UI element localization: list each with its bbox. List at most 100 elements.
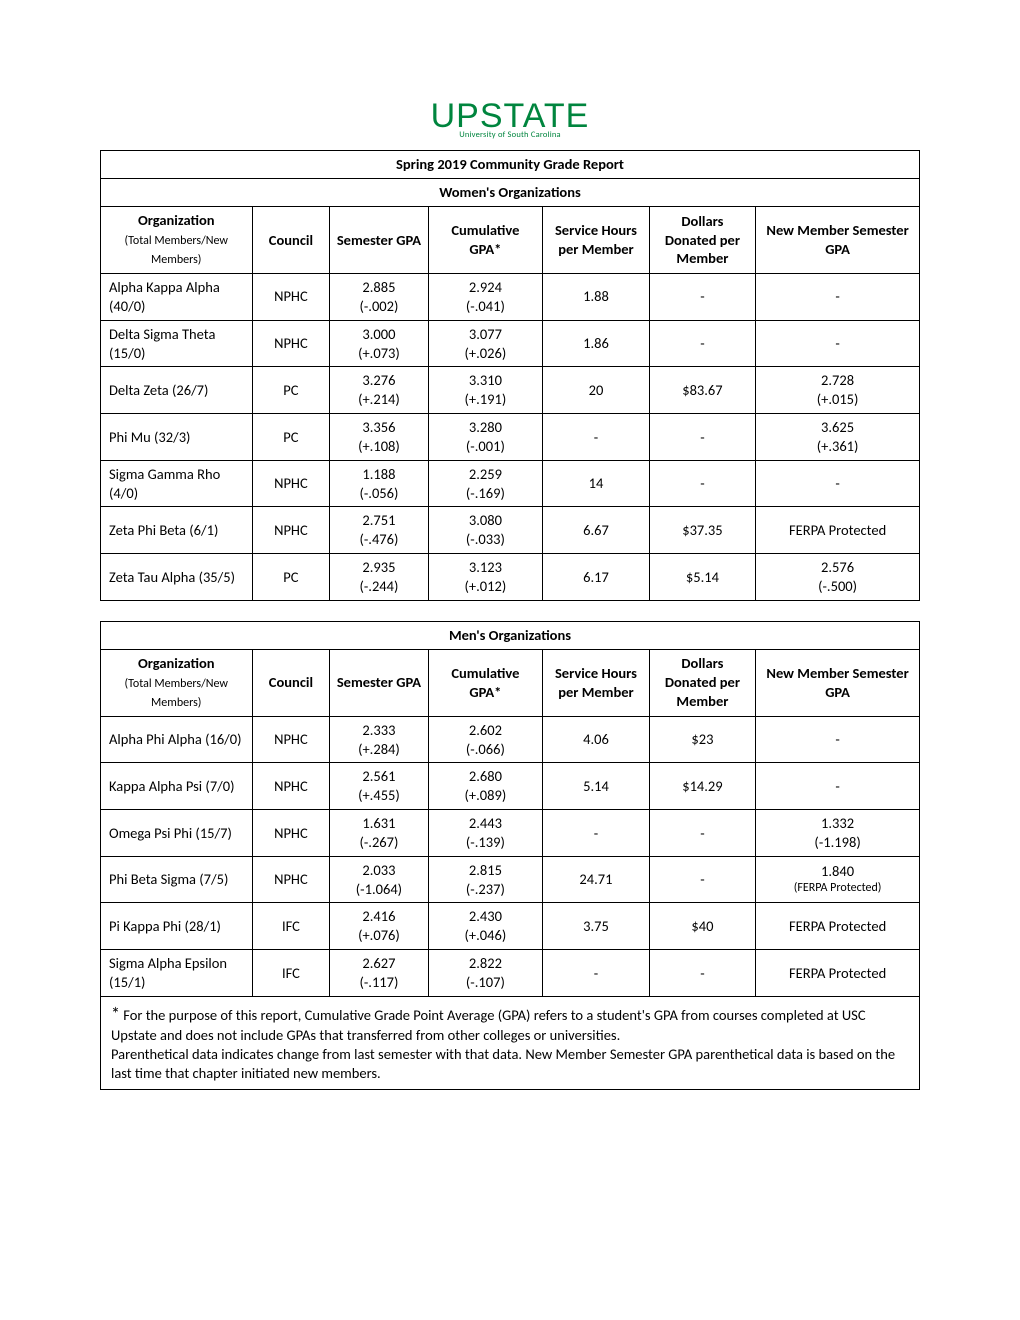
womens-header-row: Organization (Total Members/New Members)… xyxy=(101,206,920,273)
col-dollars: Dollars Donated per Member xyxy=(649,206,755,273)
cum-gpa-cell: 2.680(+.089) xyxy=(428,763,543,810)
col-org-main: Organization xyxy=(138,654,215,672)
table-row: Sigma Gamma Rho (4/0)NPHC1.188(-.056)2.2… xyxy=(101,460,920,507)
report-title: Spring 2019 Community Grade Report xyxy=(101,151,920,179)
new-member-cell: FERPA Protected xyxy=(756,903,920,950)
cum-gpa-cell: 2.430(+.046) xyxy=(428,903,543,950)
council-cell: IFC xyxy=(252,903,330,950)
table-row: Zeta Phi Beta (6/1)NPHC2.751(-.476)3.080… xyxy=(101,507,920,554)
new-member-cell: 1.840(FERPA Protected) xyxy=(756,856,920,903)
service-cell: 1.86 xyxy=(543,320,649,367)
dollars-cell: $40 xyxy=(649,903,755,950)
council-cell: NPHC xyxy=(252,810,330,857)
table-row: Delta Zeta (26/7)PC3.276(+.214)3.310(+.1… xyxy=(101,367,920,414)
service-cell: 6.17 xyxy=(543,554,649,601)
council-cell: PC xyxy=(252,414,330,461)
cum-gpa-cell: 3.123(+.012) xyxy=(428,554,543,601)
col-dollars: Dollars Donated per Member xyxy=(649,649,755,716)
cum-gpa-cell: 3.280(-.001) xyxy=(428,414,543,461)
logo-main-text: UPSTATE xyxy=(100,100,920,132)
sem-gpa-cell: 3.000(+.073) xyxy=(330,320,428,367)
new-member-cell: - xyxy=(756,460,920,507)
sem-gpa-cell: 3.356(+.108) xyxy=(330,414,428,461)
dollars-cell: - xyxy=(649,274,755,321)
council-cell: NPHC xyxy=(252,763,330,810)
service-cell: 1.88 xyxy=(543,274,649,321)
logo: UPSTATE University of South Carolina xyxy=(100,100,920,140)
org-cell: Sigma Alpha Epsilon (15/1) xyxy=(101,950,253,997)
cum-gpa-cell: 2.815(-.237) xyxy=(428,856,543,903)
org-cell: Zeta Tau Alpha (35/5) xyxy=(101,554,253,601)
new-member-cell: 2.576(-.500) xyxy=(756,554,920,601)
cum-gpa-cell: 2.924(-.041) xyxy=(428,274,543,321)
council-cell: PC xyxy=(252,367,330,414)
dollars-cell: $14.29 xyxy=(649,763,755,810)
table-row: Omega Psi Phi (15/7)NPHC1.631(-.267)2.44… xyxy=(101,810,920,857)
dollars-cell: - xyxy=(649,460,755,507)
dollars-cell: $37.35 xyxy=(649,507,755,554)
new-member-cell: 3.625(+.361) xyxy=(756,414,920,461)
org-cell: Pi Kappa Phi (28/1) xyxy=(101,903,253,950)
council-cell: NPHC xyxy=(252,460,330,507)
dollars-cell: - xyxy=(649,810,755,857)
council-cell: NPHC xyxy=(252,320,330,367)
org-cell: Zeta Phi Beta (6/1) xyxy=(101,507,253,554)
org-cell: Alpha Phi Alpha (16/0) xyxy=(101,716,253,763)
new-member-cell: - xyxy=(756,320,920,367)
new-member-cell: - xyxy=(756,763,920,810)
service-cell: 20 xyxy=(543,367,649,414)
dollars-cell: $83.67 xyxy=(649,367,755,414)
council-cell: NPHC xyxy=(252,274,330,321)
cum-gpa-cell: 3.080(-.033) xyxy=(428,507,543,554)
cum-gpa-cell: 2.443(-.139) xyxy=(428,810,543,857)
org-cell: Omega Psi Phi (15/7) xyxy=(101,810,253,857)
table-row: Phi Beta Sigma (7/5)NPHC2.033(-1.064)2.8… xyxy=(101,856,920,903)
sem-gpa-cell: 2.416(+.076) xyxy=(330,903,428,950)
table-row: Alpha Kappa Alpha (40/0)NPHC2.885(-.002)… xyxy=(101,274,920,321)
service-cell: - xyxy=(543,950,649,997)
sem-gpa-cell: 2.333(+.284) xyxy=(330,716,428,763)
sem-gpa-cell: 1.631(-.267) xyxy=(330,810,428,857)
org-cell: Delta Zeta (26/7) xyxy=(101,367,253,414)
col-sem-gpa: Semester GPA xyxy=(330,649,428,716)
service-cell: - xyxy=(543,414,649,461)
col-cum-gpa: Cumulative GPA* xyxy=(428,649,543,716)
cum-gpa-cell: 2.822(-.107) xyxy=(428,950,543,997)
service-cell: 5.14 xyxy=(543,763,649,810)
col-sem-gpa: Semester GPA xyxy=(330,206,428,273)
table-row: Alpha Phi Alpha (16/0)NPHC2.333(+.284)2.… xyxy=(101,716,920,763)
council-cell: NPHC xyxy=(252,507,330,554)
service-cell: 24.71 xyxy=(543,856,649,903)
col-org: Organization (Total Members/New Members) xyxy=(101,206,253,273)
table-row: Phi Mu (32/3)PC3.356(+.108)3.280(-.001)-… xyxy=(101,414,920,461)
org-cell: Phi Beta Sigma (7/5) xyxy=(101,856,253,903)
new-member-cell: FERPA Protected xyxy=(756,507,920,554)
council-cell: NPHC xyxy=(252,716,330,763)
org-cell: Phi Mu (32/3) xyxy=(101,414,253,461)
dollars-cell: - xyxy=(649,320,755,367)
col-new-member: New Member Semester GPA xyxy=(756,649,920,716)
service-cell: 4.06 xyxy=(543,716,649,763)
col-council: Council xyxy=(252,206,330,273)
col-org-main: Organization xyxy=(138,211,215,229)
service-cell: 14 xyxy=(543,460,649,507)
org-cell: Kappa Alpha Psi (7/0) xyxy=(101,763,253,810)
col-service: Service Hours per Member xyxy=(543,649,649,716)
table-row: Pi Kappa Phi (28/1)IFC2.416(+.076)2.430(… xyxy=(101,903,920,950)
col-org: Organization (Total Members/New Members) xyxy=(101,649,253,716)
service-cell: 6.67 xyxy=(543,507,649,554)
dollars-cell: - xyxy=(649,414,755,461)
sem-gpa-cell: 2.751(-.476) xyxy=(330,507,428,554)
col-new-member: New Member Semester GPA xyxy=(756,206,920,273)
dollars-cell: $23 xyxy=(649,716,755,763)
sem-gpa-cell: 2.627(-.117) xyxy=(330,950,428,997)
council-cell: PC xyxy=(252,554,330,601)
col-org-sub: (Total Members/New Members) xyxy=(125,677,228,711)
col-service: Service Hours per Member xyxy=(543,206,649,273)
cum-gpa-cell: 2.602(-.066) xyxy=(428,716,543,763)
sem-gpa-cell: 2.033(-1.064) xyxy=(330,856,428,903)
service-cell: 3.75 xyxy=(543,903,649,950)
org-cell: Delta Sigma Theta (15/0) xyxy=(101,320,253,367)
mens-title: Men's Organizations xyxy=(101,621,920,649)
womens-title: Women's Organizations xyxy=(101,179,920,207)
